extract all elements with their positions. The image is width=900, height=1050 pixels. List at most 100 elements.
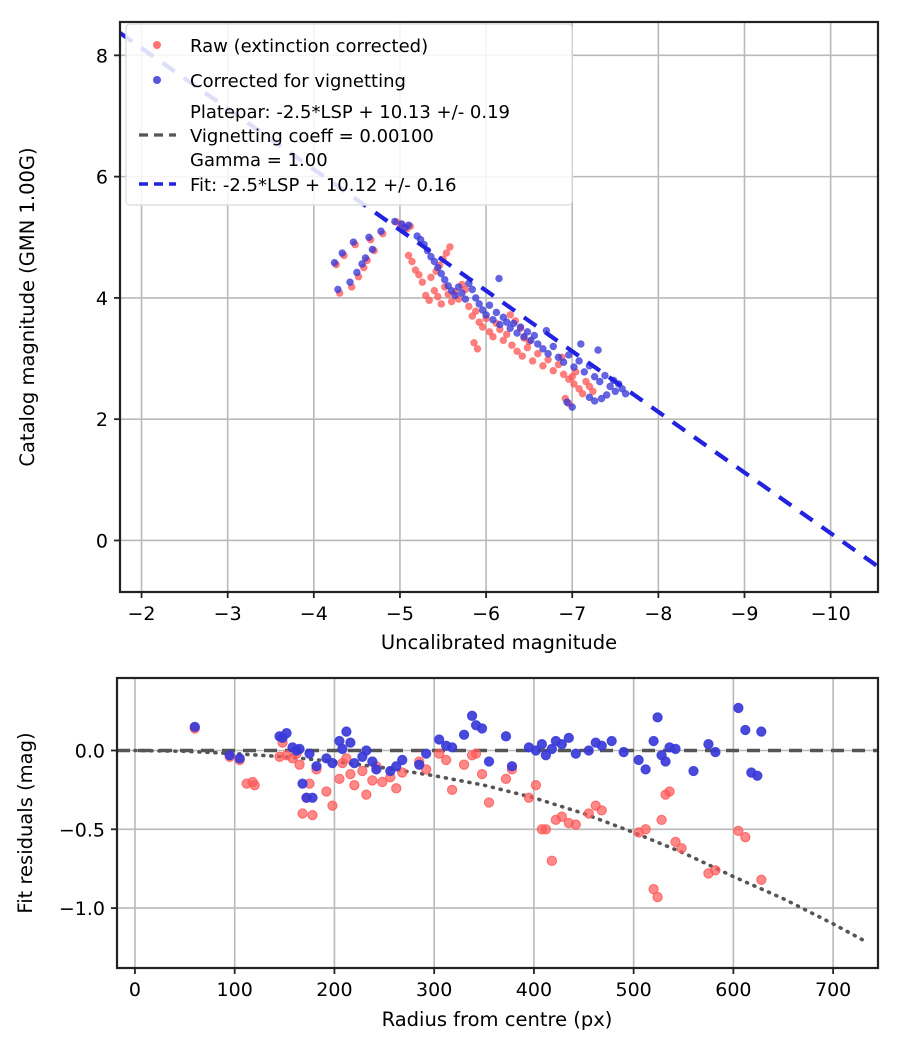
scatter-point-raw: [470, 338, 478, 347]
scatter-point-corrected: [334, 285, 342, 294]
residual-point-raw: [664, 786, 675, 797]
residual-point-raw: [648, 884, 659, 895]
residual-point-raw: [670, 836, 681, 848]
scatter-point-corrected: [361, 254, 370, 262]
scatter-point-corrected: [365, 233, 373, 242]
scatter-point-corrected: [377, 227, 385, 236]
scatter-point-corrected: [523, 328, 532, 336]
residual-point-corrected: [556, 739, 567, 750]
residual-point-corrected: [458, 729, 470, 740]
scatter-point-corrected: [606, 382, 614, 391]
top-ytick-label: 4: [96, 288, 108, 310]
residual-point-raw: [446, 784, 458, 796]
scatter-point-corrected: [539, 345, 547, 353]
residual-point-corrected: [224, 750, 235, 761]
residual-point-corrected: [660, 756, 671, 767]
bottom-xtick-label: 300: [416, 979, 452, 1001]
top-xtick-label: −7: [558, 603, 586, 625]
residual-point-corrected: [421, 748, 432, 759]
residual-point-corrected: [536, 739, 548, 750]
bottom-ytick-label: −1.0: [59, 898, 105, 920]
residual-point-corrected: [633, 754, 644, 766]
scatter-point-raw: [465, 302, 473, 311]
residual-point-corrected: [414, 759, 425, 770]
residual-point-raw: [440, 754, 452, 766]
scatter-point-corrected: [509, 319, 518, 328]
scatter-point-raw: [404, 251, 413, 260]
residual-point-corrected: [391, 761, 402, 772]
residual-point-corrected: [710, 746, 721, 758]
residual-point-corrected: [189, 721, 200, 733]
residual-point-corrected: [540, 750, 552, 761]
residual-point-raw: [470, 748, 482, 759]
scatter-point-corrected: [338, 249, 347, 257]
residual-point-corrected: [349, 757, 360, 769]
residual-point-raw: [361, 789, 372, 800]
residual-point-corrected: [756, 726, 767, 737]
scatter-point-corrected: [575, 357, 583, 365]
residual-point-corrected: [652, 712, 663, 723]
scatter-point-corrected: [492, 308, 501, 317]
residual-point-raw: [570, 819, 581, 830]
scatter-point-corrected: [489, 315, 497, 324]
vignetting-model-curve: [133, 748, 870, 945]
residual-point-corrected: [294, 743, 305, 755]
scatter-point-raw: [411, 266, 420, 274]
residual-point-raw: [540, 824, 552, 835]
top-xtick-label: −4: [300, 603, 328, 625]
scatter-point-raw: [518, 352, 527, 360]
residual-point-raw: [334, 773, 345, 785]
scatter-point-raw: [425, 296, 434, 305]
scatter-point-corrected: [468, 285, 477, 294]
residual-point-raw: [710, 865, 721, 876]
residual-point-raw: [523, 792, 535, 803]
scatter-point-raw: [508, 341, 516, 350]
scatter-point-corrected: [563, 398, 571, 407]
residual-point-raw: [483, 797, 495, 808]
residual-point-corrected: [361, 745, 372, 756]
residual-point-corrected: [397, 754, 408, 766]
top-xtick-label: −5: [386, 603, 414, 625]
residual-point-corrected: [640, 764, 651, 775]
residual-point-corrected: [434, 734, 445, 745]
scatter-point-corrected: [349, 238, 358, 246]
residual-point-raw: [652, 891, 663, 903]
residual-point-raw: [321, 786, 332, 797]
residual-point-corrected: [446, 742, 458, 753]
scatter-point-raw: [589, 387, 597, 396]
residual-point-raw: [397, 767, 408, 778]
magnitude-calibration-plot: −2 −3 −4 −5 −6 −7 −8 −9 −10 0 2 4 6 8 Uncalibrated ma…: [16, 20, 880, 654]
residual-point-raw: [733, 825, 744, 837]
scatter-point-raw: [528, 357, 537, 365]
scatter-point-corrected: [516, 323, 525, 331]
scatter-point-raw: [471, 307, 480, 316]
residual-point-raw: [249, 780, 260, 791]
scatter-point-corrected: [533, 340, 542, 348]
scatter-point-corrected: [368, 245, 377, 254]
residual-point-corrected: [500, 731, 512, 742]
scatter-point-corrected: [413, 232, 421, 240]
residual-point-corrected: [304, 748, 315, 759]
scatter-point-corrected: [594, 346, 602, 354]
scatter-point-corrected: [595, 377, 604, 386]
top-plot-xaxis-label: Uncalibrated magnitude: [381, 631, 617, 654]
bottom-ytick-label: 0.0: [75, 741, 105, 763]
residual-point-corrected: [546, 743, 558, 755]
scatter-point-corrected: [404, 221, 413, 229]
scatter-point-corrected: [358, 260, 366, 268]
scatter-point-corrected: [475, 300, 483, 308]
scatter-point-raw: [418, 278, 427, 286]
residual-point-raw: [596, 805, 607, 816]
scatter-point-corrected: [444, 281, 452, 290]
scatter-point-corrected: [458, 289, 466, 297]
scatter-point-corrected: [485, 301, 494, 309]
scatter-point-raw: [506, 311, 514, 319]
residual-point-raw: [434, 748, 445, 759]
scatter-point-raw: [430, 286, 439, 295]
scatter-point-corrected: [580, 368, 589, 376]
scatter-point-corrected: [513, 329, 521, 337]
bottom-xtick-label: 400: [516, 979, 552, 1001]
scatter-point-corrected: [502, 318, 511, 326]
scatter-point-raw: [570, 380, 578, 388]
